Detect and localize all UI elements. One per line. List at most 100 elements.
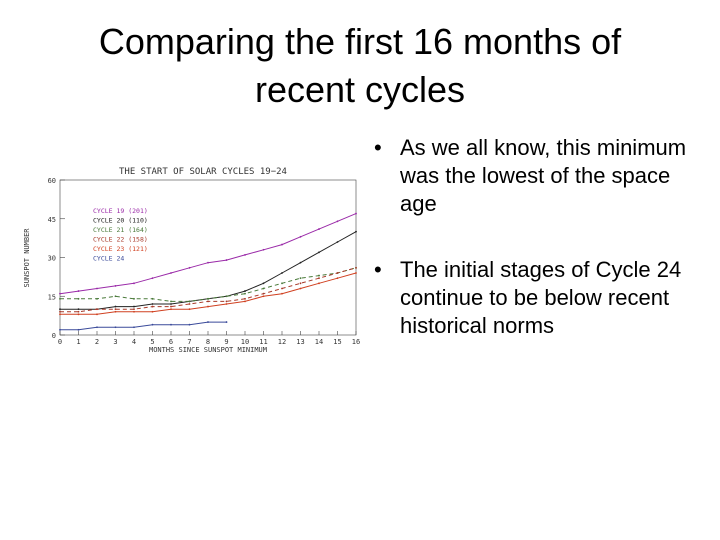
data-point <box>96 297 98 300</box>
data-point <box>151 323 154 326</box>
data-point <box>114 308 117 311</box>
data-point <box>151 303 154 305</box>
y-tick-label: 0 <box>52 332 56 340</box>
slide-title-line-1: Comparing the first 16 months of <box>98 21 622 62</box>
bullet-item: • As we all know, this minimum was the l… <box>372 134 692 218</box>
series-line-3 <box>60 267 357 302</box>
legend-entry: CYCLE 22 (158) <box>93 236 148 244</box>
data-point <box>151 297 154 300</box>
data-point <box>114 310 117 313</box>
data-point <box>355 230 357 233</box>
y-axis-label: SUNSPOT NUMBER <box>23 228 31 288</box>
data-point <box>96 313 98 316</box>
data-point <box>207 297 209 300</box>
x-tick-label: 15 <box>333 338 341 346</box>
data-point <box>96 287 98 290</box>
solar-cycle-chart: THE START OF SOLAR CYCLES 19−24 SUNSPOT … <box>18 160 363 355</box>
data-point <box>96 326 98 329</box>
data-point <box>355 266 357 269</box>
data-point <box>336 241 339 243</box>
x-tick-label: 16 <box>352 338 360 346</box>
data-point <box>133 308 135 311</box>
data-point <box>59 328 61 331</box>
data-point <box>59 310 61 313</box>
data-point <box>133 310 135 313</box>
data-point <box>336 272 339 274</box>
x-axis-label: MONTHS SINCE SUNSPOT MINIMUM <box>149 346 267 354</box>
data-point <box>299 261 302 264</box>
data-point <box>114 305 117 308</box>
data-point <box>77 290 80 292</box>
data-point <box>262 282 265 285</box>
x-ticks: 0 1 2 3 4 5 6 7 8 9 10 11 12 13 14 15 16 <box>58 331 360 346</box>
data-point <box>244 297 246 300</box>
data-point <box>244 254 246 256</box>
data-point <box>318 251 320 254</box>
data-point <box>281 287 283 290</box>
data-point <box>188 308 191 311</box>
x-tick-label: 1 <box>76 338 80 346</box>
data-point <box>299 282 302 285</box>
data-point <box>170 303 172 305</box>
x-tick-label: 2 <box>95 338 99 346</box>
data-point <box>170 300 172 303</box>
data-point <box>225 295 228 298</box>
data-point <box>170 308 172 311</box>
x-tick-label: 6 <box>169 338 173 346</box>
chart-legend: CYCLE 19 (201) CYCLE 20 (110)CYCLE 21 (16… <box>93 207 148 263</box>
data-point <box>170 305 172 308</box>
y-tick-label: 60 <box>48 177 56 185</box>
bullet-list: • As we all know, this minimum was the l… <box>372 134 692 378</box>
x-tick-label: 0 <box>58 338 62 346</box>
x-tick-label: 13 <box>296 338 304 346</box>
series-lines <box>59 212 357 331</box>
data-point <box>225 303 228 305</box>
y-ticks: 0 15 30 45 60 <box>48 177 65 340</box>
data-point <box>151 277 154 280</box>
data-point <box>77 297 80 300</box>
data-point <box>151 305 154 308</box>
slide-title: Comparing the first 16 months of recent … <box>40 18 680 114</box>
data-point <box>59 292 61 295</box>
x-tick-label: 8 <box>206 338 210 346</box>
data-point <box>336 277 339 280</box>
data-point <box>59 308 61 311</box>
x-tick-label: 3 <box>113 338 117 346</box>
data-point <box>207 305 209 308</box>
data-point <box>188 266 191 269</box>
x-tick-label: 7 <box>187 338 191 346</box>
x-tick-label: 12 <box>278 338 286 346</box>
data-point <box>114 285 117 287</box>
data-point <box>133 297 135 300</box>
legend-entry: CYCLE 19 (201) <box>93 207 148 215</box>
data-point <box>59 297 61 300</box>
data-point <box>355 272 357 274</box>
x-tick-label: 11 <box>259 338 267 346</box>
data-point <box>262 295 265 298</box>
bullet-text: As we all know, this minimum was the low… <box>400 135 687 216</box>
data-point <box>299 287 302 290</box>
x-tick-label: 14 <box>315 338 323 346</box>
data-point <box>207 300 209 303</box>
x-tick-label: 9 <box>224 338 228 346</box>
bullet-glyph: • <box>374 135 382 160</box>
data-point <box>281 272 283 274</box>
chart-title: THE START OF SOLAR CYCLES 19−24 <box>119 167 287 177</box>
data-point <box>133 282 135 285</box>
data-point <box>207 261 209 264</box>
legend-entry: CYCLE 24 <box>93 255 124 263</box>
legend-entry: CYCLE 21 (164) <box>93 226 148 234</box>
data-point <box>77 313 80 316</box>
data-point <box>225 259 228 261</box>
data-point <box>299 235 302 238</box>
data-point <box>188 300 191 303</box>
data-point <box>262 292 265 295</box>
data-point <box>281 282 283 285</box>
data-point <box>355 212 357 215</box>
data-point <box>318 282 320 285</box>
data-point <box>188 303 191 305</box>
x-tick-label: 10 <box>241 338 249 346</box>
data-point <box>225 321 228 323</box>
data-point <box>77 308 80 311</box>
data-point <box>336 220 339 223</box>
